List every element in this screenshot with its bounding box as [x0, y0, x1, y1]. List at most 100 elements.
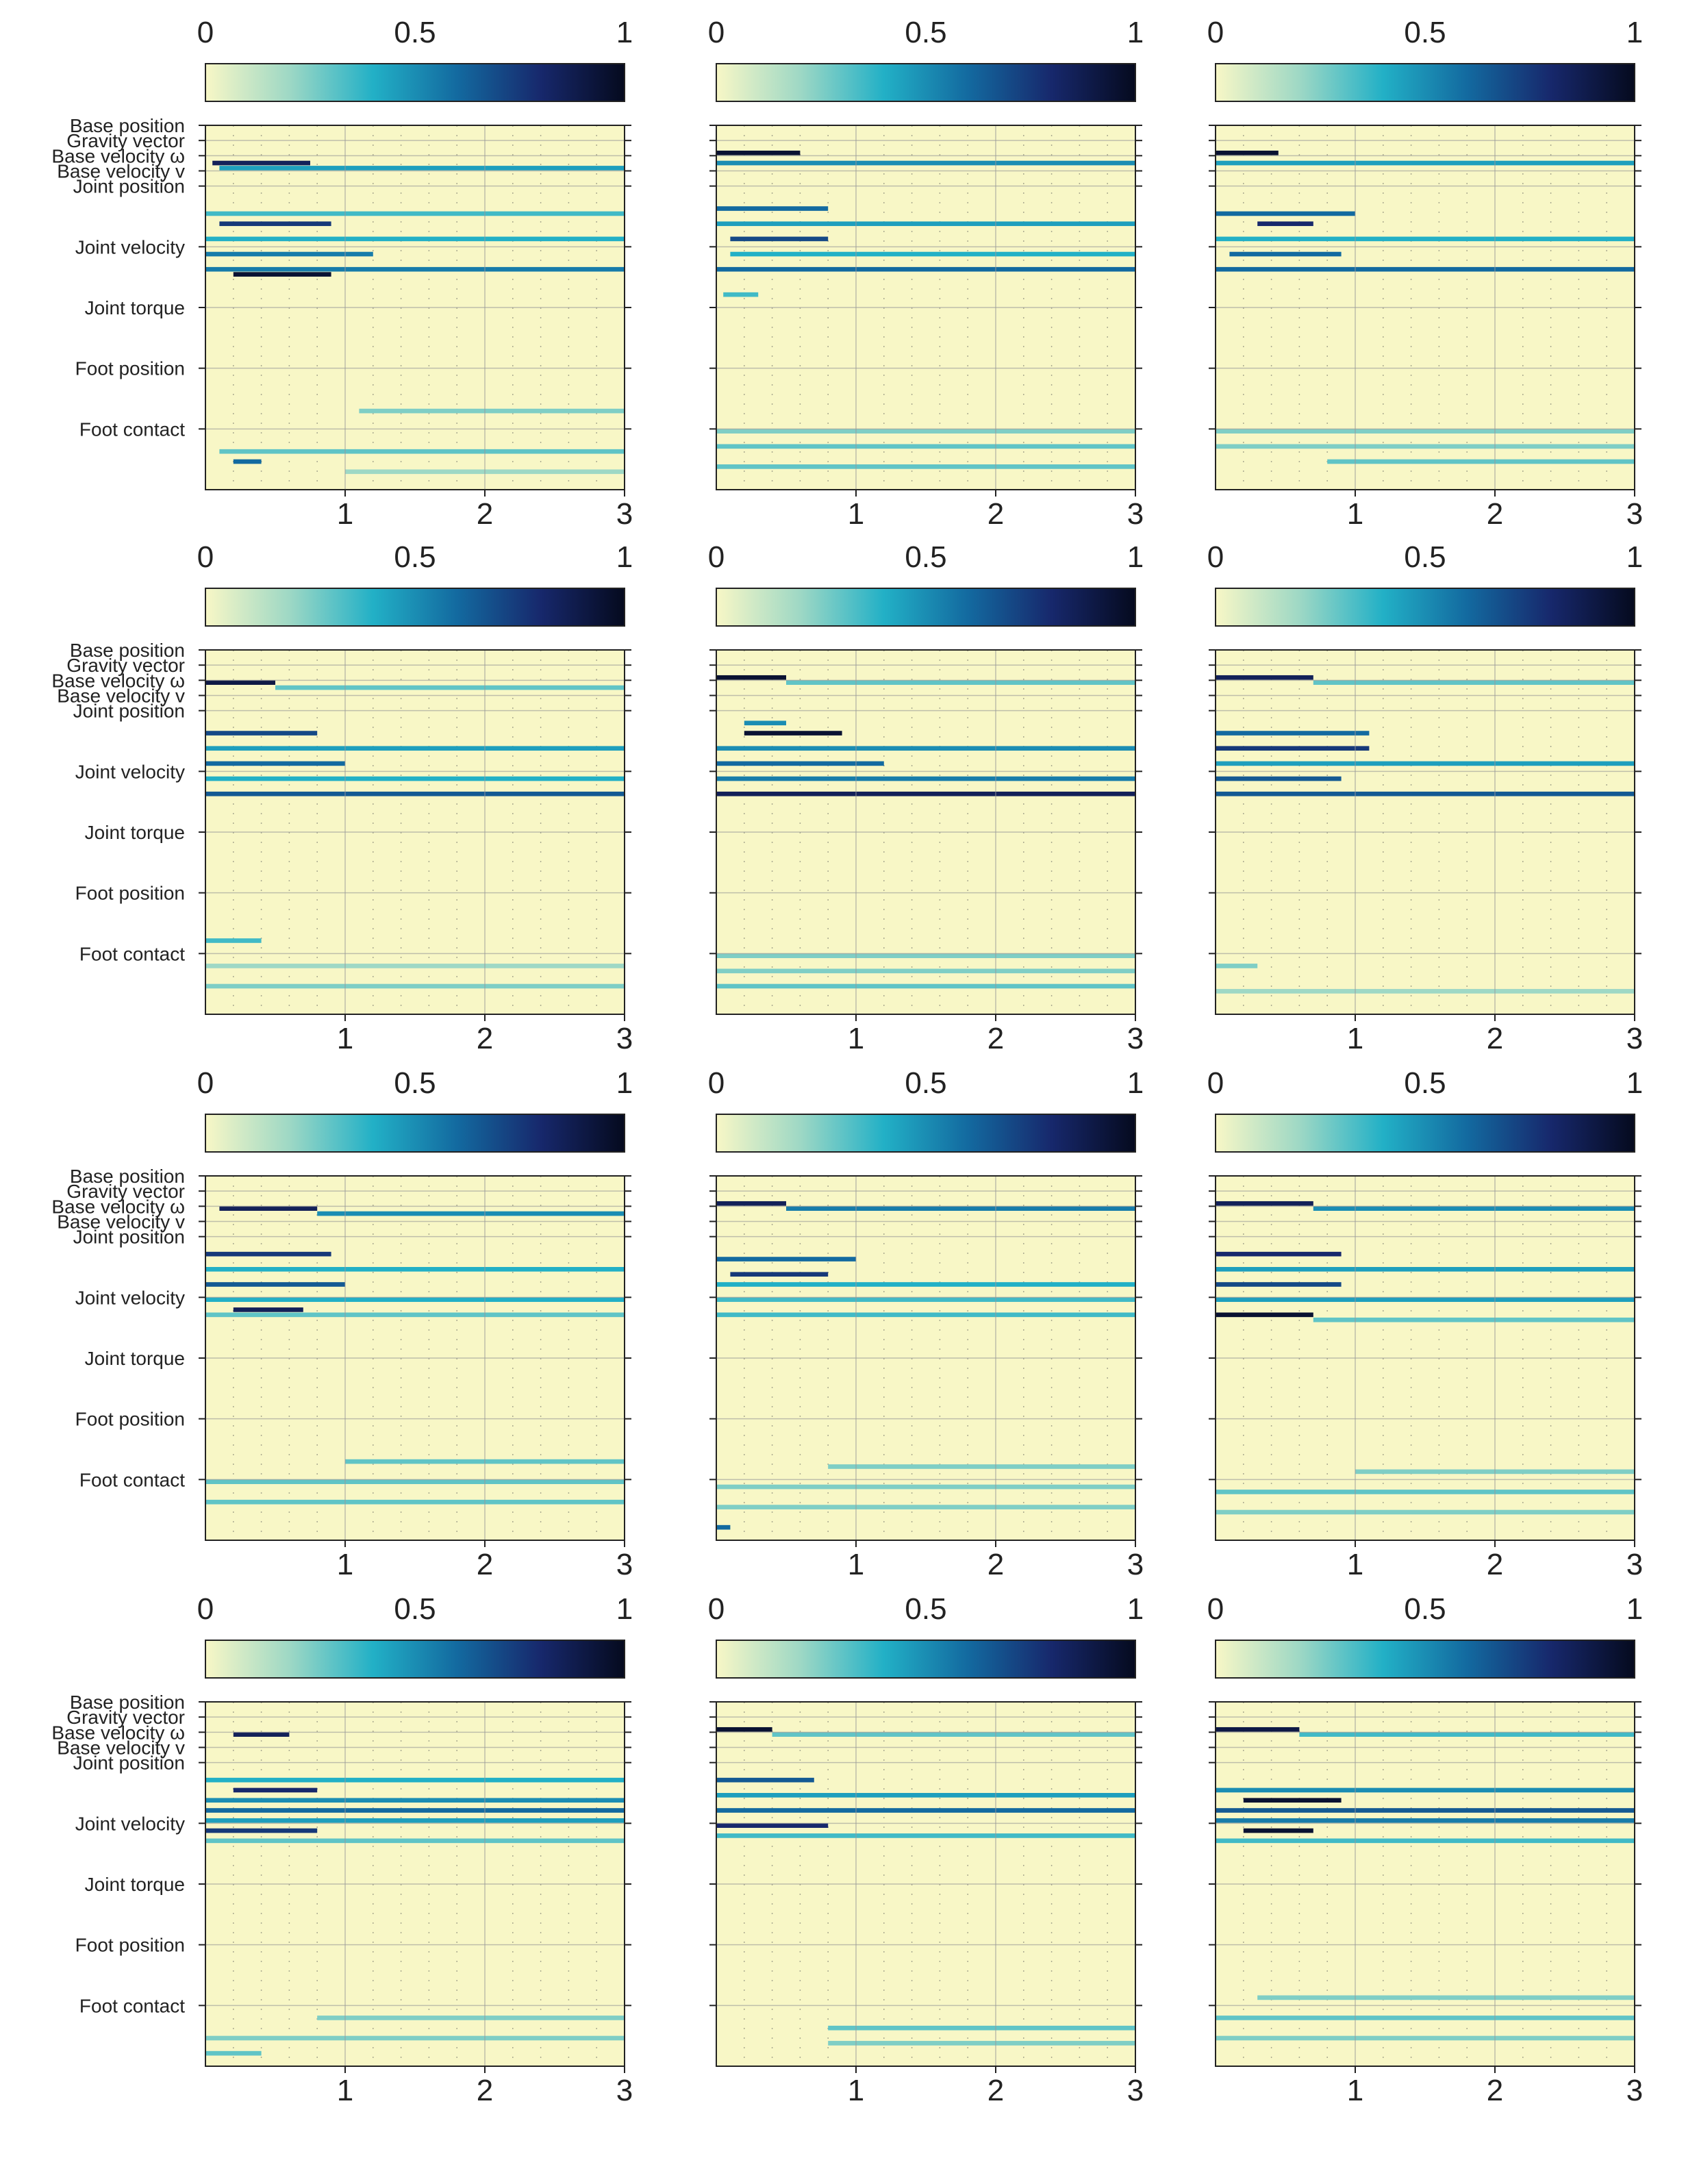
y-tick-label: Base position	[70, 1692, 185, 1713]
heatmap-band	[1216, 1251, 1342, 1257]
heatmap-band	[716, 150, 801, 155]
heatmap-band	[716, 968, 1135, 974]
heatmap-band	[716, 746, 1135, 751]
heatmap-band	[1216, 675, 1313, 680]
x-tick-label: 2	[477, 1022, 493, 1055]
colorbar-tick-label: 1	[1626, 1066, 1643, 1100]
heatmap-band	[716, 206, 829, 211]
y-tick-label: Gravity vector	[66, 130, 185, 151]
colorbar-tick-label: 1	[616, 1066, 633, 1100]
heatmap-band	[1216, 211, 1355, 216]
panel-r4c3: 00.51123Time [s]	[1207, 1592, 1643, 2107]
colorbar	[1215, 1114, 1635, 1153]
colorbar-tick-label: 0.5	[394, 1592, 436, 1626]
colorbar	[205, 588, 625, 627]
x-tick-label: 3	[616, 497, 633, 531]
colorbar-tick-label: 0.5	[1404, 16, 1446, 49]
x-tick-label: 2	[987, 1022, 1004, 1055]
heatmap-band	[716, 464, 1135, 469]
heatmap-band	[1216, 1818, 1635, 1823]
colorbar-tick-label: 1	[1127, 1066, 1144, 1100]
colorbar-tick-label: 1	[616, 540, 633, 574]
y-tick-label: Joint velocity	[75, 1813, 185, 1834]
colorbar	[716, 63, 1136, 102]
heatmap-band	[205, 776, 625, 781]
heatmap-band	[716, 1297, 1135, 1302]
panel-r1c3: 0 0.5 1 1 2 3	[1207, 16, 1643, 531]
heatmap-band	[1243, 1828, 1313, 1833]
heatmap-band	[716, 1524, 731, 1530]
heatmap-band	[1216, 746, 1370, 751]
y-tick-label: Joint torque	[85, 1874, 185, 1895]
heatmap-band	[716, 1484, 1135, 1490]
y-tick-label: Base velocity v	[57, 1212, 185, 1233]
heatmap-band	[205, 211, 625, 216]
heatmap-band	[716, 160, 1135, 166]
heatmap-band	[723, 292, 759, 297]
colorbar-tick-label: 1	[616, 16, 633, 49]
colorbar-tick-label: 0	[197, 1066, 214, 1100]
y-tick-label: Joint velocity	[75, 761, 185, 782]
heatmap-band	[716, 983, 1135, 989]
x-tick-label: 2	[987, 497, 1004, 531]
colorbar	[716, 1114, 1136, 1153]
heatmap-band	[1216, 1282, 1342, 1287]
heatmap-band	[205, 1312, 625, 1318]
heatmap-band	[212, 160, 310, 166]
y-tick-label: Gravity vector	[66, 1181, 185, 1202]
colorbar	[1215, 1640, 1635, 1679]
x-tick-label: 2	[1487, 1548, 1503, 1581]
heatmap-band	[205, 1282, 345, 1287]
heatmap-band	[219, 166, 625, 171]
heatmap-band	[205, 791, 625, 796]
panel-r3c3: 0 0.5 1 1 2 3	[1207, 1066, 1643, 1581]
heatmap-band	[716, 1833, 1135, 1838]
heatmap-band	[205, 1499, 625, 1505]
heatmap-band	[1216, 731, 1370, 736]
heatmap-band	[233, 1307, 303, 1312]
x-tick-label: 1	[337, 2074, 353, 2107]
heatmap-band	[716, 429, 1135, 434]
heatmap-band	[205, 1818, 625, 1823]
heatmap-band	[730, 236, 829, 242]
heatmap-band	[219, 1206, 318, 1211]
heatmap-band	[1216, 444, 1635, 449]
heatmap-band	[716, 953, 1135, 958]
heatmap-band	[205, 2035, 625, 2041]
heatmap-band	[205, 1479, 625, 1484]
heatmap-band	[1216, 791, 1635, 796]
x-tick-label: 1	[337, 497, 353, 531]
heatmap-band	[744, 731, 842, 736]
heatmap-band	[716, 1201, 786, 1206]
colorbar	[205, 1114, 625, 1153]
colorbar-tick-label: 0.5	[394, 1066, 436, 1100]
x-tick-label: 2	[477, 2074, 493, 2107]
heatmap-band	[1313, 1317, 1635, 1322]
colorbar-tick-label: 1	[1127, 1592, 1144, 1626]
heatmap-band	[1216, 1312, 1313, 1318]
colorbar-tick-label: 0	[1207, 1066, 1224, 1100]
colorbar-tick-label: 0.5	[905, 1592, 946, 1626]
y-tick-label: Foot contact	[79, 1469, 185, 1490]
y-tick-label: Foot position	[75, 1409, 185, 1430]
heatmap-band	[1327, 459, 1635, 464]
heatmap-band	[205, 1828, 318, 1833]
colorbar-tick-label: 0	[197, 540, 214, 574]
heatmap-band	[205, 1267, 625, 1272]
heatmap-band	[1216, 989, 1635, 994]
heatmap-band	[716, 776, 1135, 781]
panel-r2c2: 0 0.5 1 1 2 3	[708, 540, 1144, 1055]
heatmap-band	[1216, 1787, 1635, 1793]
heatmap-band	[317, 2016, 625, 2020]
heatmap-band	[1216, 1727, 1300, 1732]
heatmap-band	[730, 251, 1135, 257]
heatmap-band	[828, 2025, 1135, 2031]
heatmap-band	[828, 1464, 1135, 1469]
heatmap-band	[205, 964, 625, 968]
heatmap-band	[1216, 266, 1635, 272]
x-tick-label: 3	[1626, 2074, 1643, 2107]
heatmap-band	[716, 1777, 814, 1783]
